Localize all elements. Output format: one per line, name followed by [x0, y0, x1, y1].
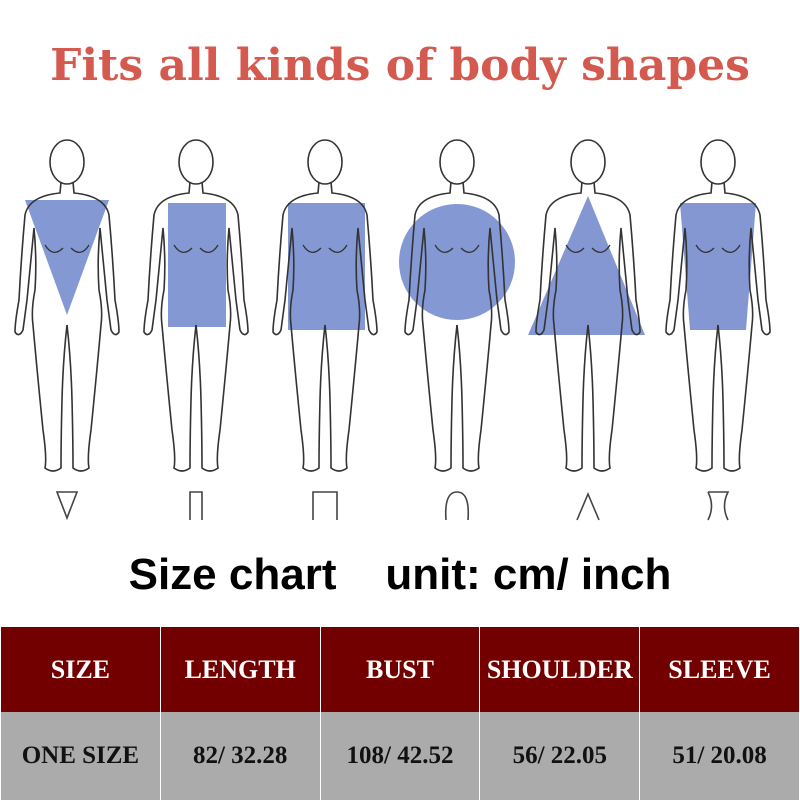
cell-size: ONE SIZE: [0, 712, 161, 800]
rectangle-symbol-icon: [312, 491, 338, 520]
table-row: ONE SIZE 82/ 32.28 108/ 42.52 56/ 22.05 …: [0, 712, 800, 800]
inverted-triangle-symbol-icon: [55, 491, 79, 521]
triangle-symbol-icon: [576, 491, 600, 521]
body-shapes-illustration: [0, 120, 800, 521]
hourglass-symbol-icon: [707, 491, 730, 521]
cell-sleeve: 51/ 20.08: [639, 712, 800, 800]
triangle-shape-5: [528, 196, 645, 335]
round-shape-4: [399, 204, 515, 320]
cell-bust: 108/ 42.52: [319, 712, 481, 800]
rectangle-symbol-icon: [189, 491, 203, 520]
header-size: SIZE: [0, 627, 161, 712]
header-bust: BUST: [319, 627, 481, 712]
inverted-triangle-shape-1: [25, 200, 109, 315]
table-header-row: SIZE LENGTH BUST SHOULDER SLEEVE: [0, 627, 800, 712]
header-length: LENGTH: [159, 627, 321, 712]
rectangle-shape-2: [168, 203, 226, 327]
header-shoulder: SHOULDER: [479, 627, 641, 712]
hourglass-shape-6: [680, 203, 756, 330]
round-symbol-icon: [444, 491, 470, 521]
size-table: SIZE LENGTH BUST SHOULDER SLEEVE ONE SIZ…: [0, 627, 800, 800]
page-title: Fits all kinds of body shapes: [50, 40, 750, 91]
rectangle-shape-3: [288, 203, 365, 330]
size-chart-heading: Size chart unit: cm/ inch: [128, 550, 672, 599]
cell-shoulder: 56/ 22.05: [479, 712, 641, 800]
header-sleeve: SLEEVE: [639, 627, 800, 712]
cell-length: 82/ 32.28: [159, 712, 321, 800]
